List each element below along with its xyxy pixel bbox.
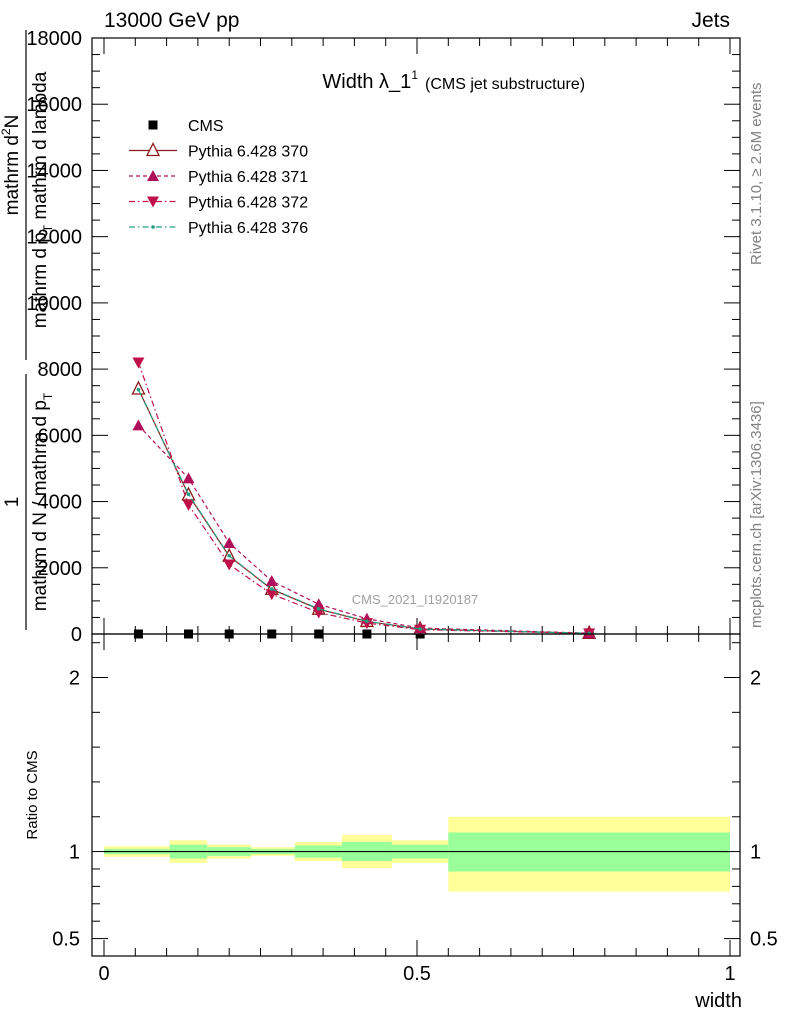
main-y-tick-label: 18000 [26, 28, 82, 50]
main-y-tick-label: 12000 [26, 227, 82, 249]
legend-item: Pythia 6.428 376 [129, 220, 308, 237]
ratio-y-label: Ratio to CMS [24, 750, 41, 839]
legend-marker [145, 142, 161, 157]
data-point [316, 607, 321, 611]
rivet-label: Rivet 3.1.10, ≥ 2.6M events [748, 83, 765, 266]
ratio-frame [91, 633, 741, 957]
main-y-tick-label: 2000 [38, 558, 83, 580]
ylabel-num: mathrm d2N [0, 115, 23, 216]
ratio-ticks: 0.5 0.5 1 1 2 2 0 0.5 1 [52, 634, 778, 985]
legend-label: Pythia 6.428 376 [188, 220, 308, 237]
legend-label: Pythia 6.428 370 [188, 144, 308, 161]
data-point [182, 472, 195, 484]
legend-marker [147, 196, 159, 208]
mcplots-label: mcplots.cern.ch [arXiv:1306.3436] [748, 401, 765, 628]
x-axis-label: width [694, 990, 742, 1012]
ratio-bands [104, 816, 730, 892]
category-label: Jets [691, 9, 730, 32]
chart-title: Width λ_11 [322, 68, 418, 93]
main-y-tick-label: 10000 [26, 293, 82, 315]
main-y-tick-label: 0 [71, 624, 82, 646]
legend-item: Pythia 6.428 370 [129, 142, 308, 161]
ratio-y-tick-label-right: 1 [750, 842, 761, 864]
data-point [269, 587, 274, 591]
ratio-y-tick-label: 1 [69, 842, 80, 864]
legend-marker [151, 225, 155, 229]
main-y-tick-label: 14000 [26, 160, 82, 182]
data-point [365, 619, 369, 624]
main-y-label: 1 mathrm d N / mathrm d pT mathrm d2N ma… [0, 30, 55, 630]
x-tick-label: 1 [724, 963, 735, 985]
legend-item: Pythia 6.428 372 [129, 195, 308, 212]
ylabel-one: 1 [2, 497, 23, 508]
data-point [312, 598, 325, 610]
ylabel-den: mathrm d N / mathrm d pT [30, 392, 55, 611]
main-y-tick-label: 8000 [38, 359, 83, 381]
legend-label: CMS [188, 118, 224, 135]
legend-label: Pythia 6.428 372 [188, 195, 308, 212]
data-point [132, 357, 145, 369]
main-y-tick-label: 16000 [26, 94, 82, 116]
legend-label: Pythia 6.428 371 [188, 169, 308, 186]
ratio-y-tick-label: 2 [69, 668, 80, 690]
series-4 [136, 387, 591, 636]
ratio-panel: 0.5 0.5 1 1 2 2 0 0.5 1 [52, 633, 778, 985]
process-label: 13000 GeV pp [104, 9, 239, 32]
data-point [223, 536, 236, 548]
legend-item: Pythia 6.428 371 [129, 169, 308, 186]
main-panel: 0 2000 4000 6000 8000 10000 12000 14000 16000 180… [26, 28, 741, 646]
series-line [137, 362, 590, 635]
series-line [137, 388, 590, 634]
watermark: CMS_2021_I1920187 [352, 592, 479, 607]
data-point [132, 419, 145, 431]
main-y-tick-label: 6000 [38, 425, 83, 447]
ratio-y-tick-label-right: 2 [750, 668, 761, 690]
data-point [186, 492, 191, 497]
data-point [265, 589, 278, 601]
data-point [418, 627, 422, 631]
legend-marker [148, 120, 158, 130]
x-tick-label: 0 [98, 963, 109, 985]
ratio-y-tick-label: 0.5 [52, 929, 80, 951]
main-ticks: 0 2000 4000 6000 8000 10000 12000 14000 16000 180… [26, 28, 740, 646]
x-tick-label: 0.5 [403, 963, 431, 985]
ylabel-den2: mathrm d pT mathrm d lambda [30, 71, 55, 328]
data-point [227, 554, 231, 558]
legend: CMS Pythia 6.428 370 Pythia 6.428 371 Pythi… [129, 118, 308, 237]
series-line [137, 424, 590, 634]
legend-item: CMS [148, 118, 224, 135]
data-point [136, 387, 141, 392]
data-point [223, 559, 236, 571]
chart-subtitle: (CMS jet substructure) [425, 76, 585, 93]
ratio-y-tick-label-right: 0.5 [750, 929, 778, 951]
legend-marker [147, 170, 159, 181]
data-point [182, 499, 195, 511]
data-point [265, 575, 278, 587]
main-y-tick-label: 4000 [38, 492, 83, 514]
